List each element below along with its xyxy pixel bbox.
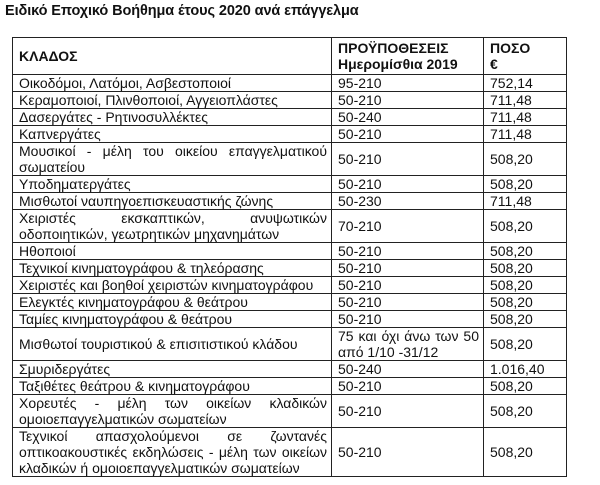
cell-sector: Ταμίες κινηματογράφου & θεάτρου xyxy=(12,310,332,328)
cell-conditions: 50-210 xyxy=(331,125,484,143)
table-row: Χορευτές - μέλη των οικείων κλαδικών ομο… xyxy=(12,394,567,428)
cell-conditions: 50-210 xyxy=(331,175,484,193)
table-row: Μισθωτοί τουριστικού & επισιτιστικού κλά… xyxy=(12,327,567,361)
cell-sector: Σμυριδεργάτες xyxy=(12,360,332,378)
header-conditions-line2: Ημερομίσθια 2019 xyxy=(338,56,458,72)
cell-amount: 711,48 xyxy=(483,91,567,109)
cell-sector: Χορευτές - μέλη των οικείων κλαδικών ομο… xyxy=(12,394,332,428)
table-row: Ταμίες κινηματογράφου & θεάτρου 50-210 508… xyxy=(12,310,567,328)
cell-sector: Μισθωτοί ναυπηγοεπισκευαστικής ζώνης xyxy=(12,192,332,210)
table-row: Υποδηματεργάτες 50-210 508,20 xyxy=(12,175,567,193)
table-row: Κεραμοποιοί, Πλινθοποιοί, Αγγειοπλάστες 5… xyxy=(12,91,567,109)
cell-sector: Μισθωτοί τουριστικού & επισιτιστικού κλά… xyxy=(12,327,332,361)
cell-amount: 508,20 xyxy=(483,142,567,176)
cell-conditions: 75 και όχι άνω των 50 από 1/10 -31/12 xyxy=(331,327,484,361)
table-row: Μισθωτοί ναυπηγοεπισκευαστικής ζώνης 50-2… xyxy=(12,192,567,210)
cell-conditions: 95-210 xyxy=(331,74,484,92)
table-row: Σμυριδεργάτες 50-240 1.016,40 xyxy=(12,360,567,378)
cell-amount: 508,20 xyxy=(483,427,567,477)
document-title: Ειδικό Εποχικό Βοήθημα έτους 2020 ανά επ… xyxy=(5,3,359,19)
table-row: Δασεργάτες - Ρητινοσυλλέκτες 50-240 711,48 xyxy=(12,108,567,126)
header-amount-line1: ΠΟΣΟ xyxy=(490,40,531,56)
cell-amount: 711,48 xyxy=(483,125,567,143)
cell-conditions: 50-210 xyxy=(331,259,484,277)
header-amount-line2: € xyxy=(490,56,498,72)
cell-conditions: 50-210 xyxy=(331,142,484,176)
cell-conditions: 50-210 xyxy=(331,293,484,311)
table-row: Τεχνικοί κινηματογράφου & τηλεόρασης 50-2… xyxy=(12,259,567,277)
table-row: Ελεγκτές κινηματογράφου & θεάτρου 50-210 5… xyxy=(12,293,567,311)
table-row: Χειριστές εκσκαπτικών, ανυψωτικών οδοποι… xyxy=(12,209,567,243)
cell-sector: Ηθοποιοί xyxy=(12,242,332,260)
header-conditions-line1: ΠΡΟΫΠΟΘΕΣΕΙΣ xyxy=(338,40,449,56)
table-row: Μουσικοί - μέλη του οικείου επαγγελματικ… xyxy=(12,142,567,176)
cell-conditions: 50-210 xyxy=(331,377,484,395)
cell-conditions: 50-210 xyxy=(331,276,484,294)
cell-sector: Χειριστές και βοηθοί χειριστών κινηματογ… xyxy=(12,276,332,294)
cell-amount: 752,14 xyxy=(483,74,567,92)
table-row: Ταξιθέτες θεάτρου & κινηματογράφου 50-210… xyxy=(12,377,567,395)
cell-sector: Τεχνικοί απασχολούμενοι σε ζωντανές οπτι… xyxy=(12,427,332,477)
cell-amount: 508,20 xyxy=(483,242,567,260)
cell-amount: 711,48 xyxy=(483,192,567,210)
cell-conditions: 50-210 xyxy=(331,394,484,428)
table-row: Καπνεργάτες 50-210 711,48 xyxy=(12,125,567,143)
cell-amount: 508,20 xyxy=(483,394,567,428)
cell-sector: Μουσικοί - μέλη του οικείου επαγγελματικ… xyxy=(12,142,332,176)
header-sector: ΚΛΑΔΟΣ xyxy=(12,37,332,75)
cell-amount: 508,20 xyxy=(483,175,567,193)
header-amount: ΠΟΣΟ € xyxy=(483,37,567,75)
cell-sector: Ελεγκτές κινηματογράφου & θεάτρου xyxy=(12,293,332,311)
cell-amount: 508,20 xyxy=(483,327,567,361)
cell-conditions: 50-210 xyxy=(331,427,484,477)
cell-conditions: 50-240 xyxy=(331,108,484,126)
cell-sector: Υποδηματεργάτες xyxy=(12,175,332,193)
table-row: Οικοδόμοι, Λατόμοι, Ασβεστοποιοί 95-210 75… xyxy=(12,74,567,92)
cell-sector: Χειριστές εκσκαπτικών, ανυψωτικών οδοποι… xyxy=(12,209,332,243)
cell-conditions: 50-240 xyxy=(331,360,484,378)
table-row: Ηθοποιοί 50-210 508,20 xyxy=(12,242,567,260)
cell-amount: 711,48 xyxy=(483,108,567,126)
cell-amount: 1.016,40 xyxy=(483,360,567,378)
cell-amount: 508,20 xyxy=(483,276,567,294)
cell-sector: Δασεργάτες - Ρητινοσυλλέκτες xyxy=(12,108,332,126)
cell-conditions: 50-210 xyxy=(331,242,484,260)
cell-sector: Ταξιθέτες θεάτρου & κινηματογράφου xyxy=(12,377,332,395)
cell-amount: 508,20 xyxy=(483,310,567,328)
cell-sector: Τεχνικοί κινηματογράφου & τηλεόρασης xyxy=(12,259,332,277)
cell-amount: 508,20 xyxy=(483,259,567,277)
cell-sector: Κεραμοποιοί, Πλινθοποιοί, Αγγειοπλάστες xyxy=(12,91,332,109)
cell-amount: 508,20 xyxy=(483,377,567,395)
cell-conditions: 50-210 xyxy=(331,310,484,328)
cell-conditions: 70-210 xyxy=(331,209,484,243)
cell-amount: 508,20 xyxy=(483,209,567,243)
table-row: Χειριστές και βοηθοί χειριστών κινηματογ… xyxy=(12,276,567,294)
cell-sector: Οικοδόμοι, Λατόμοι, Ασβεστοποιοί xyxy=(12,74,332,92)
table-header-row: ΚΛΑΔΟΣ ΠΡΟΫΠΟΘΕΣΕΙΣ Ημερομίσθια 2019 ΠΟΣ… xyxy=(12,37,567,75)
allowance-table: ΚΛΑΔΟΣ ΠΡΟΫΠΟΘΕΣΕΙΣ Ημερομίσθια 2019 ΠΟΣ… xyxy=(12,37,567,477)
cell-conditions: 50-230 xyxy=(331,192,484,210)
header-conditions: ΠΡΟΫΠΟΘΕΣΕΙΣ Ημερομίσθια 2019 xyxy=(331,37,484,75)
cell-sector: Καπνεργάτες xyxy=(12,125,332,143)
cell-conditions: 50-210 xyxy=(331,91,484,109)
table-row: Τεχνικοί απασχολούμενοι σε ζωντανές οπτι… xyxy=(12,427,567,477)
cell-amount: 508,20 xyxy=(483,293,567,311)
